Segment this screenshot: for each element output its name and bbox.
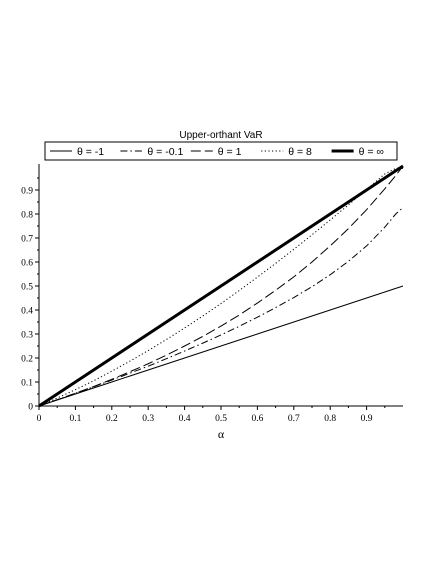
axes: 0 0.1 0.2 0.3 0.4 0.5 0.6 0.7 0.8 0.9 0 0.1 0.2 0.3 0.…: [21, 164, 403, 424]
series-line-3: [38, 167, 403, 407]
y-tick-label: 0.7: [21, 235, 33, 245]
series-line-5: [38, 164, 404, 408]
x-tick-label: 0.2: [106, 414, 118, 424]
series-line-2: [38, 208, 403, 407]
y-tick-label: 0.3: [21, 331, 33, 341]
y-tick-label: 0.9: [21, 187, 33, 197]
y-tick-label: 0.6: [21, 259, 33, 269]
legend-label-3: θ = 1: [218, 146, 242, 158]
chart-title: Upper-orthant VaR: [179, 130, 262, 141]
y-tick-label: 0: [28, 403, 33, 413]
legend-label-4: θ = 8: [288, 146, 312, 158]
y-tick-label: 0.5: [21, 283, 33, 293]
y-tick-label: 0.2: [21, 355, 33, 365]
x-tick-label: 0.5: [215, 414, 227, 424]
x-axis-label: α: [218, 427, 225, 441]
x-tick-label: 0.8: [324, 414, 336, 424]
y-tick-label: 0.8: [21, 211, 33, 221]
x-tick-label: 0.9: [361, 414, 373, 424]
x-tick-label: 0.1: [69, 414, 81, 424]
x-tick-label: 0.3: [142, 414, 154, 424]
x-tick-label: 0.7: [288, 414, 300, 424]
legend-label-1: θ = -1: [77, 146, 104, 158]
x-tick-label: 0.4: [179, 414, 191, 424]
series-group: [38, 164, 404, 408]
legend-label-5: θ = ∞: [359, 146, 384, 158]
x-tick-label: 0.6: [251, 414, 263, 424]
x-tick-label: 0: [37, 414, 42, 424]
y-tick-label: 0.1: [21, 379, 33, 389]
series-line-1: [38, 285, 404, 407]
legend-label-2: θ = -0.1: [147, 146, 183, 158]
y-tick-label: 0.4: [21, 307, 33, 317]
legend-box: [44, 141, 398, 161]
legend: θ = -1 θ = -0.1 θ = 1 θ = 8 θ = ∞: [44, 141, 398, 161]
